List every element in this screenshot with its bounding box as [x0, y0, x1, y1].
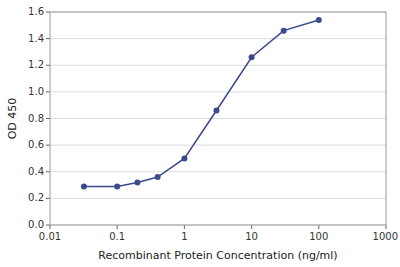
grid-line: [50, 65, 386, 66]
data-point: [134, 179, 140, 185]
x-axis-label: Recombinant Protein Concentration (ng/ml…: [98, 249, 337, 262]
y-tick: [46, 145, 50, 146]
y-tick-label: 0.4: [28, 166, 44, 177]
chart-container: 0.0 0.2 0.4 0.6 0.8 1.0 1.2 1.4 1.6 0.01 0.1 1 10 100…: [0, 0, 400, 267]
chart: 0.0 0.2 0.4 0.6 0.8 1.0 1.2 1.4 1.6 0.01 0.1 1 10 100…: [0, 0, 400, 267]
grid-line: [50, 91, 386, 92]
y-tick-label: 1.4: [28, 33, 44, 44]
plot-area: [50, 12, 386, 225]
x-tick-label: 100: [309, 231, 328, 242]
y-tick: [46, 171, 50, 172]
y-tick-label: 0.6: [28, 139, 44, 150]
data-line: [84, 20, 319, 186]
y-tick: [46, 198, 50, 199]
x-tick: [184, 225, 185, 229]
x-tick: [117, 225, 118, 229]
x-tick-label: 1: [181, 231, 187, 242]
data-point: [316, 17, 322, 23]
y-tick: [46, 91, 50, 92]
x-tick: [251, 225, 252, 229]
grid-line: [50, 118, 386, 119]
data-point: [281, 28, 287, 34]
y-tick: [46, 118, 50, 119]
grid-line: [50, 198, 386, 199]
data-point: [114, 183, 120, 189]
data-point: [155, 174, 161, 180]
y-tick-label: 1.2: [28, 59, 44, 70]
y-tick-label: 0.2: [28, 192, 44, 203]
series: [81, 17, 322, 189]
y-tick-label: 1.6: [28, 6, 44, 17]
plot-frame: [50, 12, 386, 225]
data-point: [249, 54, 255, 60]
x-tick: [386, 225, 387, 229]
x-tick-label: 0.01: [39, 231, 61, 242]
x-tick: [318, 225, 319, 229]
x-tick-label: 0.1: [109, 231, 125, 242]
y-tick: [46, 38, 50, 39]
y-tick-label: 0.8: [28, 113, 44, 124]
y-tick-label: 0.0: [28, 219, 44, 230]
y-tick: [46, 225, 50, 226]
y-tick: [46, 12, 50, 13]
y-tick: [46, 65, 50, 66]
y-tick-label: 1.0: [28, 86, 44, 97]
x-tick-label: 1000: [373, 231, 398, 242]
y-axis-label: OD 450: [6, 98, 19, 140]
data-point: [181, 155, 187, 161]
x-tick: [50, 225, 51, 229]
x-tick-label: 10: [245, 231, 258, 242]
data-point: [81, 183, 87, 189]
grid-line: [50, 145, 386, 146]
grid-line: [50, 171, 386, 172]
grid-line: [50, 38, 386, 39]
axes: 0.0 0.2 0.4 0.6 0.8 1.0 1.2 1.4 1.6 0.01 0.1 1 10 100…: [28, 6, 398, 242]
data-point: [213, 108, 219, 114]
